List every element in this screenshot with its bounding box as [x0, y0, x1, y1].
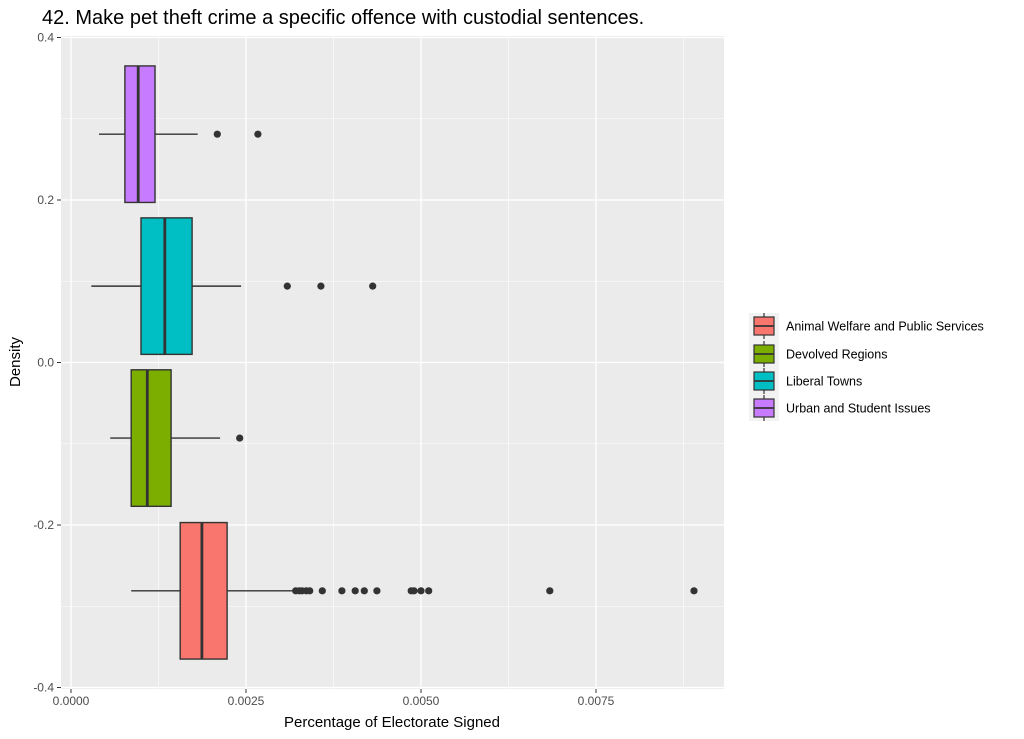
y-tick-label: 0.4 — [37, 31, 54, 45]
y-tick-label: -0.2 — [33, 518, 54, 532]
legend-label: Animal Welfare and Public Services — [786, 320, 984, 334]
boxplots — [91, 65, 698, 660]
boxplot-group — [99, 65, 262, 204]
major-gridlines — [61, 36, 724, 689]
outlier-point — [546, 587, 554, 595]
y-tick-label: -0.4 — [33, 681, 54, 695]
box — [140, 217, 193, 356]
outlier-point — [254, 130, 262, 138]
outlier-point — [338, 587, 346, 595]
outlier-point — [417, 587, 425, 595]
outlier-point — [425, 587, 433, 595]
legend-label: Urban and Student Issues — [786, 402, 931, 416]
y-axis: 0.4 0.2 0.0 -0.2 -0.4 — [33, 31, 61, 695]
y-tick-label: 0.2 — [37, 193, 54, 207]
legend-item: Devolved Regions — [753, 341, 887, 367]
boxplot-group — [91, 217, 377, 356]
x-tick-label: 0.0075 — [578, 694, 615, 708]
outlier-point — [410, 587, 418, 595]
box — [124, 65, 156, 204]
outlier-point — [213, 130, 221, 138]
x-tick-label: 0.0050 — [403, 694, 440, 708]
legend-item: Animal Welfare and Public Services — [753, 313, 984, 339]
y-axis-title: Density — [7, 336, 24, 387]
boxplot-group — [110, 369, 244, 508]
legend-label: Liberal Towns — [786, 375, 862, 389]
legend: Animal Welfare and Public Services Devolv… — [749, 313, 984, 421]
box — [130, 369, 172, 508]
x-axis: 0.0000 0.0025 0.0050 0.0075 — [53, 689, 615, 708]
x-tick-label: 0.0025 — [228, 694, 265, 708]
outlier-point — [360, 587, 368, 595]
outlier-point — [318, 587, 326, 595]
y-tick-label: 0.0 — [37, 356, 54, 370]
legend-item: Liberal Towns — [753, 368, 862, 394]
chart-title: 42. Make pet theft crime a specific offe… — [42, 7, 644, 29]
outlier-point — [373, 587, 381, 595]
outlier-point — [317, 282, 325, 290]
box — [179, 521, 228, 660]
outlier-point — [306, 587, 314, 595]
outlier-point — [690, 587, 698, 595]
boxplot-group — [131, 521, 698, 660]
outlier-point — [283, 282, 291, 290]
legend-label: Devolved Regions — [786, 348, 887, 362]
outlier-point — [369, 282, 377, 290]
outlier-point — [236, 434, 244, 442]
x-axis-title: Percentage of Electorate Signed — [284, 714, 500, 731]
legend-item: Urban and Student Issues — [753, 395, 931, 421]
x-tick-label: 0.0000 — [53, 694, 90, 708]
outlier-point — [351, 587, 359, 595]
